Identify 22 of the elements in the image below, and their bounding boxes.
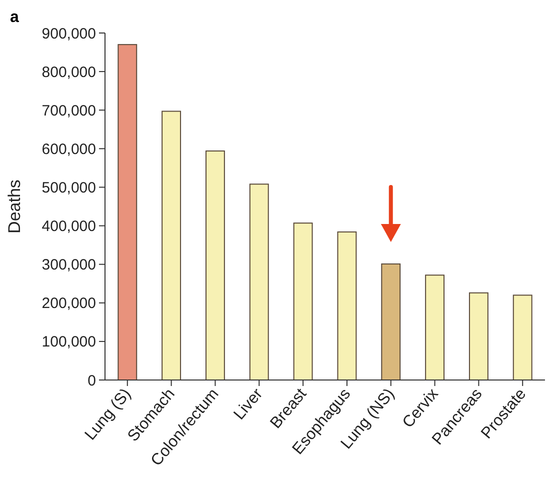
bar xyxy=(512,294,532,380)
bar xyxy=(425,274,444,380)
y-tick-label: 400,000 xyxy=(42,218,96,236)
y-tick-label: 0 xyxy=(88,372,96,390)
bar xyxy=(337,231,357,380)
y-tick-label: 900,000 xyxy=(42,25,96,42)
bar xyxy=(206,150,225,380)
y-tick-label: 800,000 xyxy=(42,64,96,81)
bar xyxy=(381,263,401,380)
y-tick-label: 600,000 xyxy=(42,140,96,158)
bar xyxy=(293,222,313,380)
bar xyxy=(162,110,182,380)
bar xyxy=(118,44,138,380)
y-tick-label: 500,000 xyxy=(42,179,96,196)
y-axis-title: Deaths xyxy=(5,180,24,234)
bar xyxy=(468,292,488,380)
y-tick-label: 300,000 xyxy=(42,256,96,274)
y-tick-label: 200,000 xyxy=(42,295,96,312)
bar xyxy=(249,184,269,380)
y-tick-label: 100,000 xyxy=(42,334,96,351)
text: a xyxy=(10,9,19,26)
y-tick-label: 700,000 xyxy=(42,102,96,120)
